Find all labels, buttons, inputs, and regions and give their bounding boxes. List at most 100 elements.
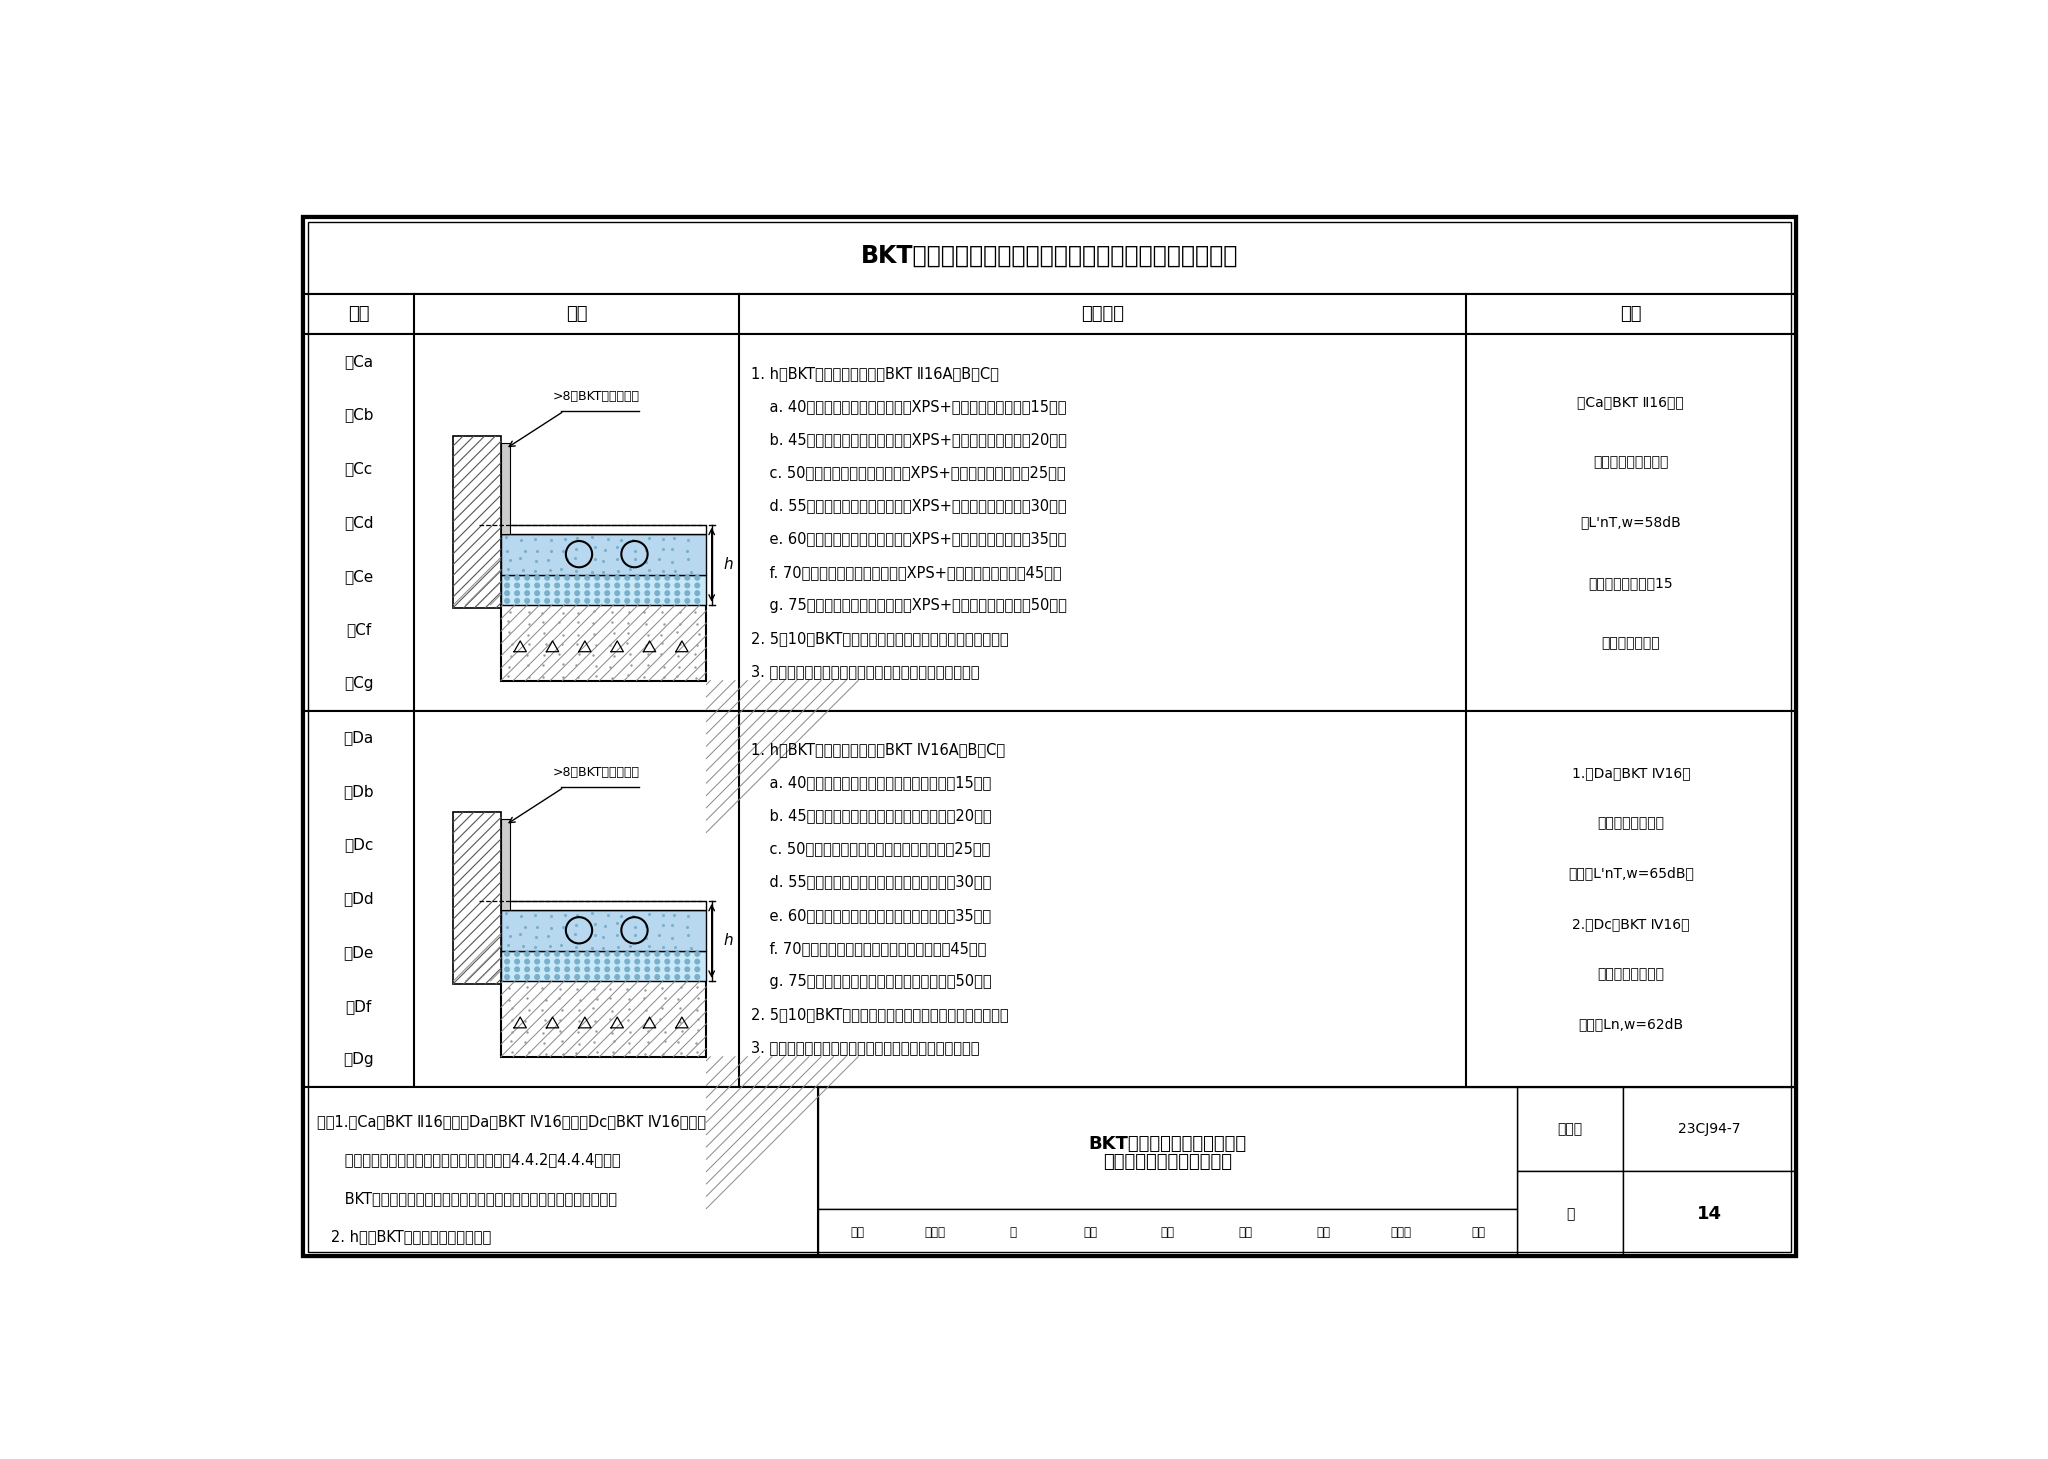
Text: 编号: 编号	[348, 305, 369, 324]
Text: h: h	[723, 934, 733, 948]
Text: BKT装配式隔声保温浮筑楼面: BKT装配式隔声保温浮筑楼面	[1090, 1135, 1247, 1153]
Circle shape	[586, 575, 590, 581]
Circle shape	[504, 967, 510, 972]
Circle shape	[594, 584, 600, 588]
Text: b. 45厚（其中隔声保温芯材石墨XPS+交联聚乙烯发泡材料20厚）: b. 45厚（其中隔声保温芯材石墨XPS+交联聚乙烯发泡材料20厚）	[752, 432, 1067, 448]
Circle shape	[524, 975, 530, 979]
Circle shape	[625, 959, 629, 964]
Bar	[502, 575, 707, 604]
Circle shape	[625, 584, 629, 588]
Text: 楼Df: 楼Df	[346, 998, 373, 1014]
Text: 楼Cf: 楼Cf	[346, 623, 371, 638]
Circle shape	[635, 975, 639, 979]
Circle shape	[555, 584, 559, 588]
Circle shape	[684, 959, 690, 964]
Circle shape	[575, 598, 580, 603]
Circle shape	[586, 975, 590, 979]
Circle shape	[555, 975, 559, 979]
Circle shape	[645, 598, 649, 603]
Circle shape	[514, 967, 520, 972]
Text: 1. h厚BKT隔声保温预制板（BKT Ⅳ16A、B、C）: 1. h厚BKT隔声保温预制板（BKT Ⅳ16A、B、C）	[752, 743, 1006, 757]
Text: 吕文季: 吕文季	[924, 1226, 946, 1239]
Circle shape	[594, 959, 600, 964]
Circle shape	[694, 967, 700, 972]
Circle shape	[545, 591, 549, 595]
Circle shape	[535, 575, 539, 581]
Circle shape	[676, 591, 680, 595]
Circle shape	[614, 584, 621, 588]
Text: 图集号: 图集号	[1559, 1122, 1583, 1137]
Circle shape	[666, 591, 670, 595]
Circle shape	[514, 951, 520, 956]
Circle shape	[535, 975, 539, 979]
Text: 设计: 设计	[1317, 1226, 1329, 1239]
Circle shape	[684, 975, 690, 979]
Circle shape	[604, 575, 610, 581]
Circle shape	[614, 598, 621, 603]
Circle shape	[614, 591, 621, 595]
Circle shape	[565, 975, 569, 979]
Circle shape	[645, 575, 649, 581]
Circle shape	[614, 967, 621, 972]
Text: 审核: 审核	[850, 1226, 864, 1239]
Bar	[819, 1208, 1518, 1256]
Circle shape	[594, 575, 600, 581]
Text: 14: 14	[1698, 1205, 1722, 1223]
Text: e. 60厚（其中隔声保温芯材无机聚苯复合板35厚）: e. 60厚（其中隔声保温芯材无机聚苯复合板35厚）	[752, 907, 991, 922]
Text: c. 50厚（其中隔声保温芯材石墨XPS+交联聚乙烯发泡材料25厚）: c. 50厚（其中隔声保温芯材石墨XPS+交联聚乙烯发泡材料25厚）	[752, 465, 1065, 480]
Bar	[303, 295, 1796, 334]
Circle shape	[555, 598, 559, 603]
Circle shape	[575, 959, 580, 964]
Circle shape	[575, 975, 580, 979]
Circle shape	[586, 967, 590, 972]
Circle shape	[676, 951, 680, 956]
Circle shape	[565, 959, 569, 964]
Text: 2. 5～10厚BKT粘结调平砂浆或胶粘剂（见具体工程设计）: 2. 5～10厚BKT粘结调平砂浆或胶粘剂（见具体工程设计）	[752, 1007, 1008, 1023]
Circle shape	[604, 951, 610, 956]
Circle shape	[614, 975, 621, 979]
Circle shape	[645, 584, 649, 588]
Text: 的计权标准化撞击: 的计权标准化撞击	[1597, 817, 1665, 830]
Circle shape	[524, 967, 530, 972]
Circle shape	[604, 959, 610, 964]
Circle shape	[535, 959, 539, 964]
Text: 校对: 校对	[1083, 1226, 1098, 1239]
Circle shape	[514, 584, 520, 588]
Circle shape	[694, 975, 700, 979]
Circle shape	[545, 975, 549, 979]
Text: d. 55厚（其中隔声保温芯材石墨XPS+交联聚乙烯发泡材料30厚）: d. 55厚（其中隔声保温芯材石墨XPS+交联聚乙烯发泡材料30厚）	[752, 499, 1067, 514]
Bar	[453, 813, 502, 983]
Circle shape	[655, 591, 659, 595]
Text: 2. 5～10厚BKT粘结调平砂浆或胶粘剂（见具体工程设计）: 2. 5～10厚BKT粘结调平砂浆或胶粘剂（见具体工程设计）	[752, 630, 1008, 646]
Circle shape	[684, 967, 690, 972]
Text: 1. h厚BKT隔声保温预制板（BKT Ⅱ16A、B、C）: 1. h厚BKT隔声保温预制板（BKT Ⅱ16A、B、C）	[752, 366, 999, 381]
Circle shape	[565, 967, 569, 972]
Text: g. 75厚（其中隔声保温芯材无机聚苯复合板50厚）: g. 75厚（其中隔声保温芯材无机聚苯复合板50厚）	[752, 975, 991, 989]
Circle shape	[676, 575, 680, 581]
Text: 3. 现浇钢筋混凝土楼板或预制楼板现浇叠合层，随搞随抹: 3. 现浇钢筋混凝土楼板或预制楼板现浇叠合层，随搞随抹	[752, 1040, 979, 1055]
Circle shape	[535, 598, 539, 603]
Circle shape	[655, 584, 659, 588]
Circle shape	[655, 967, 659, 972]
Bar	[303, 217, 1796, 295]
Bar	[819, 1087, 1518, 1208]
Text: 级L'nT,w=58dB: 级L'nT,w=58dB	[1581, 515, 1681, 530]
Circle shape	[645, 967, 649, 972]
Circle shape	[635, 591, 639, 595]
Circle shape	[625, 951, 629, 956]
Text: h: h	[723, 557, 733, 572]
Circle shape	[625, 575, 629, 581]
Circle shape	[655, 975, 659, 979]
Circle shape	[594, 967, 600, 972]
Circle shape	[504, 951, 510, 956]
Circle shape	[555, 591, 559, 595]
Text: 楼De: 楼De	[344, 945, 375, 960]
Bar	[502, 900, 707, 910]
Text: （地面辐射供暖）构造做法: （地面辐射供暖）构造做法	[1104, 1153, 1233, 1170]
Text: 审备: 审备	[1239, 1226, 1253, 1239]
Circle shape	[635, 584, 639, 588]
Circle shape	[535, 951, 539, 956]
Circle shape	[575, 591, 580, 595]
Circle shape	[565, 584, 569, 588]
Circle shape	[694, 591, 700, 595]
